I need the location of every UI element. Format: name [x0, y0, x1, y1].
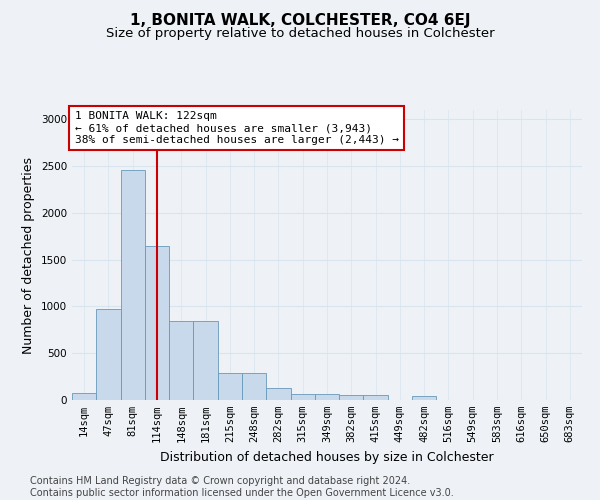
Bar: [339, 395, 364, 400]
Bar: [96, 309, 121, 400]
Bar: [72, 393, 96, 400]
Bar: [242, 373, 266, 400]
Bar: [290, 394, 315, 400]
Bar: [121, 170, 145, 400]
Text: Contains HM Land Registry data © Crown copyright and database right 2024.
Contai: Contains HM Land Registry data © Crown c…: [30, 476, 454, 498]
Bar: [169, 322, 193, 400]
Bar: [266, 388, 290, 400]
Bar: [364, 396, 388, 400]
Bar: [193, 322, 218, 400]
Bar: [145, 246, 169, 400]
Bar: [412, 396, 436, 400]
Text: 1, BONITA WALK, COLCHESTER, CO4 6EJ: 1, BONITA WALK, COLCHESTER, CO4 6EJ: [130, 12, 470, 28]
Bar: [315, 394, 339, 400]
Text: Size of property relative to detached houses in Colchester: Size of property relative to detached ho…: [106, 28, 494, 40]
Text: 1 BONITA WALK: 122sqm
← 61% of detached houses are smaller (3,943)
38% of semi-d: 1 BONITA WALK: 122sqm ← 61% of detached …: [74, 112, 398, 144]
Y-axis label: Number of detached properties: Number of detached properties: [22, 156, 35, 354]
X-axis label: Distribution of detached houses by size in Colchester: Distribution of detached houses by size …: [160, 450, 494, 464]
Bar: [218, 373, 242, 400]
